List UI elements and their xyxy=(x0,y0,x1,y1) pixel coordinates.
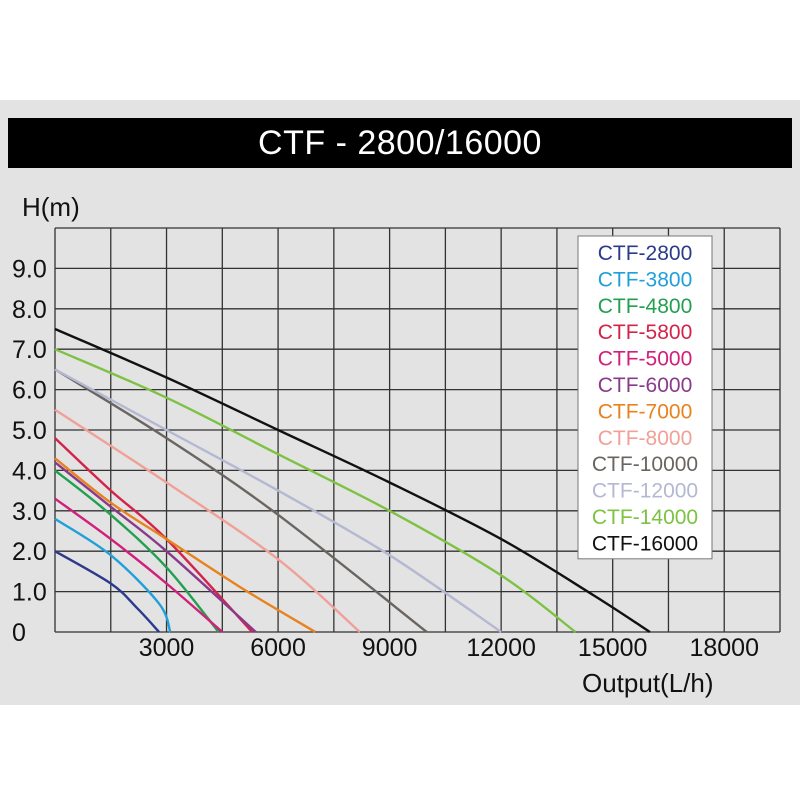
legend-entry: CTF-5000 xyxy=(598,348,693,371)
legend-entry: CTF-16000 xyxy=(592,532,698,555)
series-line-ctf-10000 xyxy=(54,368,428,633)
series-line-ctf-16000 xyxy=(54,327,651,634)
tick-labels: 0 1.0 2.0 3.0 4.0 5.0 6.0 7.0 8.0 9.0 3000 6000 9000… xyxy=(12,255,759,662)
series-line-ctf-7000 xyxy=(54,457,316,634)
legend-entry: CTF-12000 xyxy=(592,480,698,503)
legend-entry: CTF-14000 xyxy=(592,506,698,529)
legend-entry: CTF-6000 xyxy=(598,374,693,397)
y-tick-label: 5.0 xyxy=(12,417,47,445)
series-line-ctf-5000 xyxy=(54,497,224,633)
legend: CTF-2800 CTF-3800 CTF-4800 CTF-5800 CTF-5000… xyxy=(577,235,713,560)
x-tick-label: 9000 xyxy=(362,634,418,662)
y-tick-label: 8.0 xyxy=(12,296,47,324)
series-line-ctf-2800 xyxy=(54,550,160,633)
y-tick-label: 6.0 xyxy=(12,377,47,405)
x-tick-label: 18000 xyxy=(689,634,759,662)
legend-entry: CTF-7000 xyxy=(598,400,693,423)
curves xyxy=(54,327,651,634)
legend-entry: CTF-4800 xyxy=(598,295,693,318)
y-tick-label: 7.0 xyxy=(12,336,47,364)
y-tick-label: 2.0 xyxy=(12,538,47,566)
legend-entry: CTF-5800 xyxy=(598,321,693,344)
legend-entry: CTF-10000 xyxy=(592,453,698,476)
series-line-ctf-6000 xyxy=(54,461,257,633)
y-tick-label: 3.0 xyxy=(12,498,47,526)
y-tick-label: 1.0 xyxy=(12,579,47,607)
chart-title: CTF - 2800/16000 xyxy=(258,123,542,162)
x-tick-label: 15000 xyxy=(578,634,648,662)
chart-title-bar: CTF - 2800/16000 xyxy=(8,118,792,168)
legend-entry: CTF-2800 xyxy=(598,242,693,265)
legend-box xyxy=(577,235,713,560)
series-line-ctf-4800 xyxy=(54,469,220,633)
y-tick-label: 0 xyxy=(12,619,26,647)
series-line-ctf-12000 xyxy=(54,368,502,633)
x-tick-label: 3000 xyxy=(139,634,195,662)
legend-entry: CTF-3800 xyxy=(598,268,693,291)
x-tick-label: 6000 xyxy=(250,634,306,662)
series-line-ctf-5800 xyxy=(54,437,253,633)
series-line-ctf-14000 xyxy=(54,348,577,633)
legend-entry: CTF-8000 xyxy=(598,427,693,450)
series-line-ctf-3800 xyxy=(54,517,172,633)
y-tick-label: 9.0 xyxy=(12,255,47,283)
x-axis-label: Output(L/h) xyxy=(582,668,714,698)
series-line-ctf-8000 xyxy=(54,408,361,633)
y-tick-label: 4.0 xyxy=(12,457,47,485)
y-axis-label: H(m) xyxy=(22,192,80,222)
x-tick-label: 12000 xyxy=(466,634,536,662)
